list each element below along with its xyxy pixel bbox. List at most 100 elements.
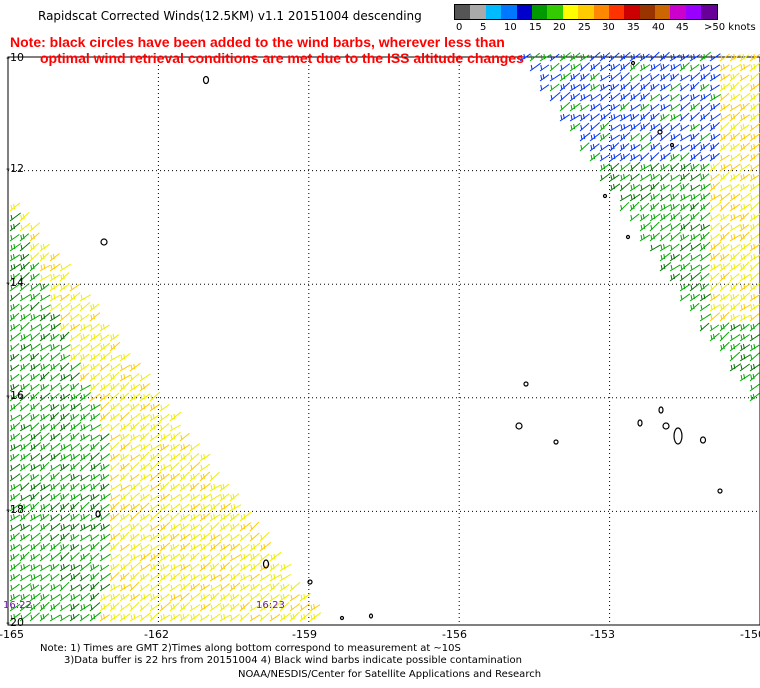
wind-barb (239, 543, 250, 552)
wind-barb (79, 392, 92, 402)
wind-barb (729, 243, 741, 252)
wind-barb (29, 442, 41, 452)
wind-barb (119, 543, 130, 552)
wind-barb (669, 73, 680, 82)
wind-barb (669, 193, 680, 202)
wind-barb (259, 583, 271, 592)
wind-barb (79, 603, 91, 612)
wind-barb (39, 363, 51, 372)
wind-barb (59, 353, 71, 362)
wind-barb (19, 293, 31, 302)
wind-barb (749, 303, 760, 312)
wind-barb (79, 423, 91, 432)
wind-barb (689, 102, 701, 112)
wind-barb (689, 123, 700, 132)
legend-swatch (562, 5, 579, 19)
wind-barb (79, 323, 91, 332)
wind-barb (629, 193, 641, 202)
wind-barb (709, 102, 721, 112)
wind-barb (69, 432, 80, 442)
wind-barb (49, 614, 61, 622)
wind-barb (619, 132, 631, 142)
wind-barb (609, 142, 620, 152)
wind-barb (219, 613, 231, 622)
wind-barb (599, 172, 611, 182)
wind-barb (29, 232, 40, 242)
wind-barb (9, 263, 22, 272)
wind-barb (69, 513, 80, 522)
wind-barb (29, 373, 40, 382)
wind-barb (149, 433, 161, 442)
wind-barb (729, 53, 741, 62)
wind-barb (589, 93, 601, 102)
wind-barb (119, 602, 131, 612)
wind-barb (79, 552, 91, 562)
wind-barb (69, 382, 80, 392)
wind-barb (109, 453, 120, 462)
wind-barb (189, 482, 200, 492)
wind-barb (19, 321, 30, 332)
wind-barb (59, 453, 72, 462)
wind-barb (719, 103, 731, 112)
wind-barb (739, 163, 751, 172)
wind-barb (129, 373, 140, 382)
wind-barb (659, 113, 670, 122)
wind-barb (99, 473, 110, 482)
wind-barb (69, 501, 80, 512)
wind-barb (119, 583, 131, 592)
wind-barb (749, 71, 760, 82)
wind-barb (129, 383, 141, 392)
wind-barb (729, 193, 741, 202)
wind-barb (609, 152, 622, 162)
wind-barb (29, 513, 42, 522)
wind-barb (729, 323, 741, 332)
wind-barb (9, 543, 21, 552)
wind-barb (679, 124, 690, 132)
wind-barb (129, 403, 140, 412)
wind-barb (219, 493, 230, 502)
wind-barb (649, 51, 660, 62)
wind-barb (219, 483, 230, 492)
wind-barb (99, 512, 110, 522)
wind-barb (69, 493, 81, 502)
lon-label-153: -153 (590, 628, 615, 641)
wind-speed-legend: 0 5 10 15 20 25 30 35 40 45 >50 knots (454, 4, 756, 34)
wind-barb (659, 73, 671, 82)
wind-barb (729, 313, 740, 322)
wind-barb (99, 382, 111, 392)
wind-barb (59, 493, 70, 502)
wind-barb (709, 173, 720, 182)
legend-swatch (670, 5, 686, 19)
wind-barb (159, 423, 170, 432)
wind-barb (99, 493, 111, 502)
wind-barb (749, 262, 760, 272)
wind-barb (109, 501, 120, 512)
wind-barb (29, 553, 41, 562)
wind-barb (249, 532, 260, 542)
wind-barb (79, 573, 90, 582)
wind-barb (109, 602, 120, 612)
wind-barb (119, 403, 130, 412)
wind-barb (9, 532, 20, 542)
wind-barb (689, 112, 700, 122)
wind-barb (689, 233, 701, 242)
wind-barb (69, 362, 82, 372)
wind-barb (59, 603, 71, 612)
legend-label: 40 (652, 22, 665, 33)
wind-barb (649, 232, 661, 242)
wind-barb (29, 402, 40, 412)
wind-barb (749, 132, 760, 142)
wind-barb (749, 272, 760, 282)
wind-barb (99, 453, 111, 462)
wind-barb (659, 94, 670, 102)
wind-barb (69, 332, 82, 342)
wind-barb (49, 412, 60, 422)
wind-barb (289, 581, 301, 592)
wind-barb (189, 592, 201, 602)
wind-barb (559, 113, 570, 122)
wind-barb (599, 52, 611, 62)
wind-barb (69, 421, 82, 432)
wind-barb (719, 231, 730, 242)
wind-barb (709, 222, 720, 232)
wind-barb (79, 534, 91, 542)
